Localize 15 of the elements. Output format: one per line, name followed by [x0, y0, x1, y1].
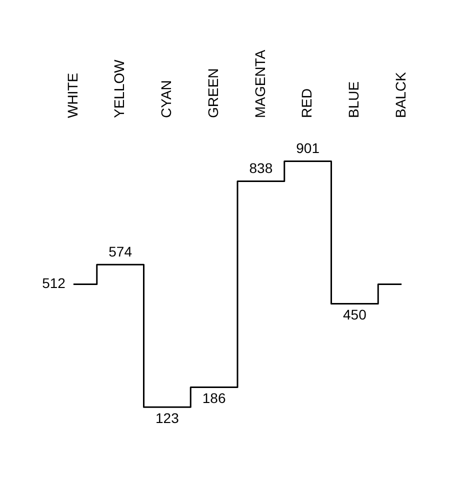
x-tick-label: WHITE [64, 72, 80, 118]
x-tick-label: MAGENTA [252, 49, 268, 118]
data-label: 450 [343, 306, 367, 323]
data-label: 901 [296, 140, 320, 156]
data-label: 186 [202, 390, 226, 406]
data-label: 123 [156, 410, 180, 426]
x-tick-label: BLUE [346, 81, 362, 118]
x-tick-label: GREEN [204, 68, 221, 118]
x-tick-label: BALCK [392, 71, 408, 118]
data-label: 512 [42, 275, 66, 292]
x-tick-label: YELLOW [111, 58, 128, 118]
data-label: 838 [249, 160, 273, 176]
x-tick-label: RED [298, 88, 315, 118]
x-tick-label: CYAN [158, 80, 174, 118]
data-label: 574 [108, 243, 132, 260]
